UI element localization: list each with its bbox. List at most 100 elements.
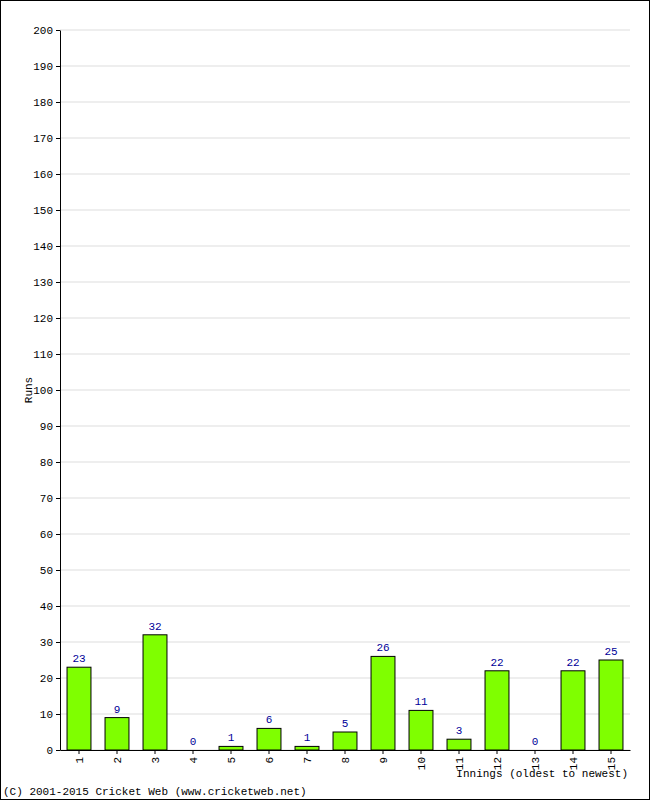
- bar: [295, 746, 319, 750]
- data-label: 22: [490, 657, 503, 669]
- y-tick-label: 70: [40, 493, 53, 505]
- grid-line: [60, 246, 630, 247]
- data-label: 32: [148, 621, 161, 633]
- data-label: 0: [190, 736, 197, 748]
- grid: [60, 30, 630, 750]
- y-tick-label: 60: [40, 529, 53, 541]
- x-tick: 1: [74, 750, 86, 764]
- x-tick-mark: [611, 750, 612, 754]
- y-tick-mark: [56, 462, 60, 463]
- y-tick-label: 160: [33, 169, 53, 181]
- y-tick-label: 180: [33, 97, 53, 109]
- x-tick-mark: [231, 750, 232, 754]
- y-tick-label: 200: [33, 25, 53, 37]
- y-tick-mark: [56, 390, 60, 391]
- y-tick-mark: [56, 606, 60, 607]
- background: [1, 1, 650, 800]
- data-label: 5: [342, 718, 349, 730]
- x-tick-mark: [535, 750, 536, 754]
- y-tick: 130: [33, 277, 60, 289]
- y-axis: 0102030405060708090100110120130140150160…: [33, 25, 60, 757]
- grid-line: [60, 30, 630, 31]
- y-tick-mark: [56, 354, 60, 355]
- x-tick-label: 6: [264, 757, 276, 764]
- grid-line: [60, 390, 630, 391]
- bar: [333, 732, 357, 750]
- data-label: 26: [376, 642, 389, 654]
- y-tick: 0: [46, 745, 60, 757]
- y-tick: 100: [33, 385, 60, 397]
- y-tick-mark: [56, 30, 60, 31]
- grid-line: [60, 282, 630, 283]
- x-tick: 3: [150, 750, 162, 764]
- grid-line: [60, 426, 630, 427]
- x-tick: 4: [188, 750, 200, 764]
- grid-line: [60, 570, 630, 571]
- grid-line: [60, 498, 630, 499]
- x-tick: 9: [378, 750, 390, 764]
- x-tick-mark: [383, 750, 384, 754]
- y-tick-mark: [56, 642, 60, 643]
- y-tick: 30: [40, 637, 60, 649]
- y-tick-mark: [56, 426, 60, 427]
- y-tick-mark: [56, 714, 60, 715]
- bar: [257, 728, 281, 750]
- y-tick-label: 100: [33, 385, 53, 397]
- x-tick-mark: [269, 750, 270, 754]
- x-tick-label: 1: [74, 757, 86, 764]
- y-tick-mark: [56, 174, 60, 175]
- y-tick: 180: [33, 97, 60, 109]
- y-tick: 140: [33, 241, 60, 253]
- data-label: 1: [228, 732, 235, 744]
- x-tick-label: 4: [188, 757, 200, 764]
- y-tick-mark: [56, 210, 60, 211]
- bar: [143, 635, 167, 750]
- y-tick: 50: [40, 565, 60, 577]
- y-tick-label: 30: [40, 637, 53, 649]
- data-label: 9: [114, 704, 121, 716]
- x-tick: 2: [112, 750, 124, 764]
- y-tick-label: 130: [33, 277, 53, 289]
- data-labels: 2393201615261132202225: [72, 621, 617, 748]
- data-label: 22: [566, 657, 579, 669]
- y-tick-label: 80: [40, 457, 53, 469]
- y-tick-mark: [56, 102, 60, 103]
- y-tick-label: 40: [40, 601, 53, 613]
- y-tick-label: 120: [33, 313, 53, 325]
- bar: [485, 671, 509, 750]
- y-tick: 170: [33, 133, 60, 145]
- x-tick-mark: [193, 750, 194, 754]
- x-tick-mark: [155, 750, 156, 754]
- y-tick-mark: [56, 138, 60, 139]
- copyright: (C) 2001-2015 Cricket Web (www.cricketwe…: [3, 786, 307, 798]
- grid-line: [60, 318, 630, 319]
- y-tick-mark: [56, 750, 60, 751]
- bars: [67, 635, 623, 750]
- chart: 0102030405060708090100110120130140150160…: [0, 0, 650, 800]
- bar: [181, 750, 205, 751]
- y-tick: 90: [40, 421, 60, 433]
- x-tick-label: 10: [416, 757, 428, 770]
- y-tick: 10: [40, 709, 60, 721]
- y-tick-label: 50: [40, 565, 53, 577]
- y-tick-label: 190: [33, 61, 53, 73]
- grid-line: [60, 606, 630, 607]
- grid-line: [60, 462, 630, 463]
- bar: [447, 739, 471, 750]
- y-tick-mark: [56, 534, 60, 535]
- y-tick-mark: [56, 678, 60, 679]
- x-tick: 10: [416, 750, 428, 770]
- grid-line: [60, 354, 630, 355]
- bar: [219, 746, 243, 750]
- bar: [409, 710, 433, 750]
- x-tick-label: 5: [226, 757, 238, 764]
- x-tick-mark: [79, 750, 80, 754]
- data-label: 6: [266, 714, 273, 726]
- x-tick: 5: [226, 750, 238, 764]
- data-label: 23: [72, 653, 85, 665]
- y-tick-label: 150: [33, 205, 53, 217]
- y-tick-mark: [56, 570, 60, 571]
- data-label: 0: [532, 736, 539, 748]
- y-tick-label: 170: [33, 133, 53, 145]
- x-tick-label: 9: [378, 757, 390, 764]
